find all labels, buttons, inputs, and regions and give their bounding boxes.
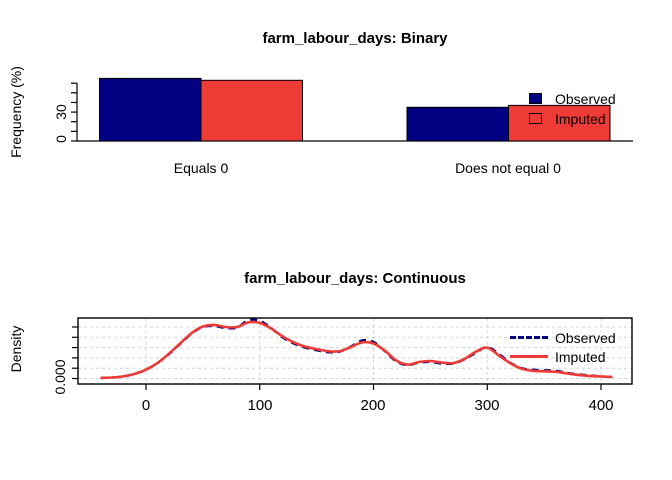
binary-ytick-label-30: 30 [53,104,69,120]
binary-legend-observed-label: Observed [555,91,616,107]
binary-category-equals-0: Equals 0 [173,160,229,176]
continuous-legend-imputed-line [510,355,548,358]
continuous-y-axis-label: Density [8,325,24,373]
binary-legend-imputed-label: Imputed [555,111,606,127]
continuous-ytick-label-0000: 0.000 [52,359,68,395]
binary-category-does-not-equal-0: Does not equal 0 [455,160,561,176]
continuous-legend-observed-line [510,336,548,339]
continuous-xtick-400: 400 [588,397,614,414]
continuous-xtick-100: 100 [247,397,273,414]
continuous-xtick-0: 0 [141,397,151,414]
binary-legend-observed-swatch [529,93,542,104]
binary-chart-title: farm_labour_days: Binary [262,30,448,47]
continuous-chart-title: farm_labour_days: Continuous [244,270,466,287]
binary-y-axis-label: Frequency (%) [8,66,24,158]
continuous-xtick-200: 200 [360,397,386,414]
continuous-legend-observed-label: Observed [555,330,616,346]
continuous-xtick-300: 300 [474,397,500,414]
continuous-legend-imputed-label: Imputed [555,349,606,365]
binary-legend-imputed-swatch [529,113,542,124]
